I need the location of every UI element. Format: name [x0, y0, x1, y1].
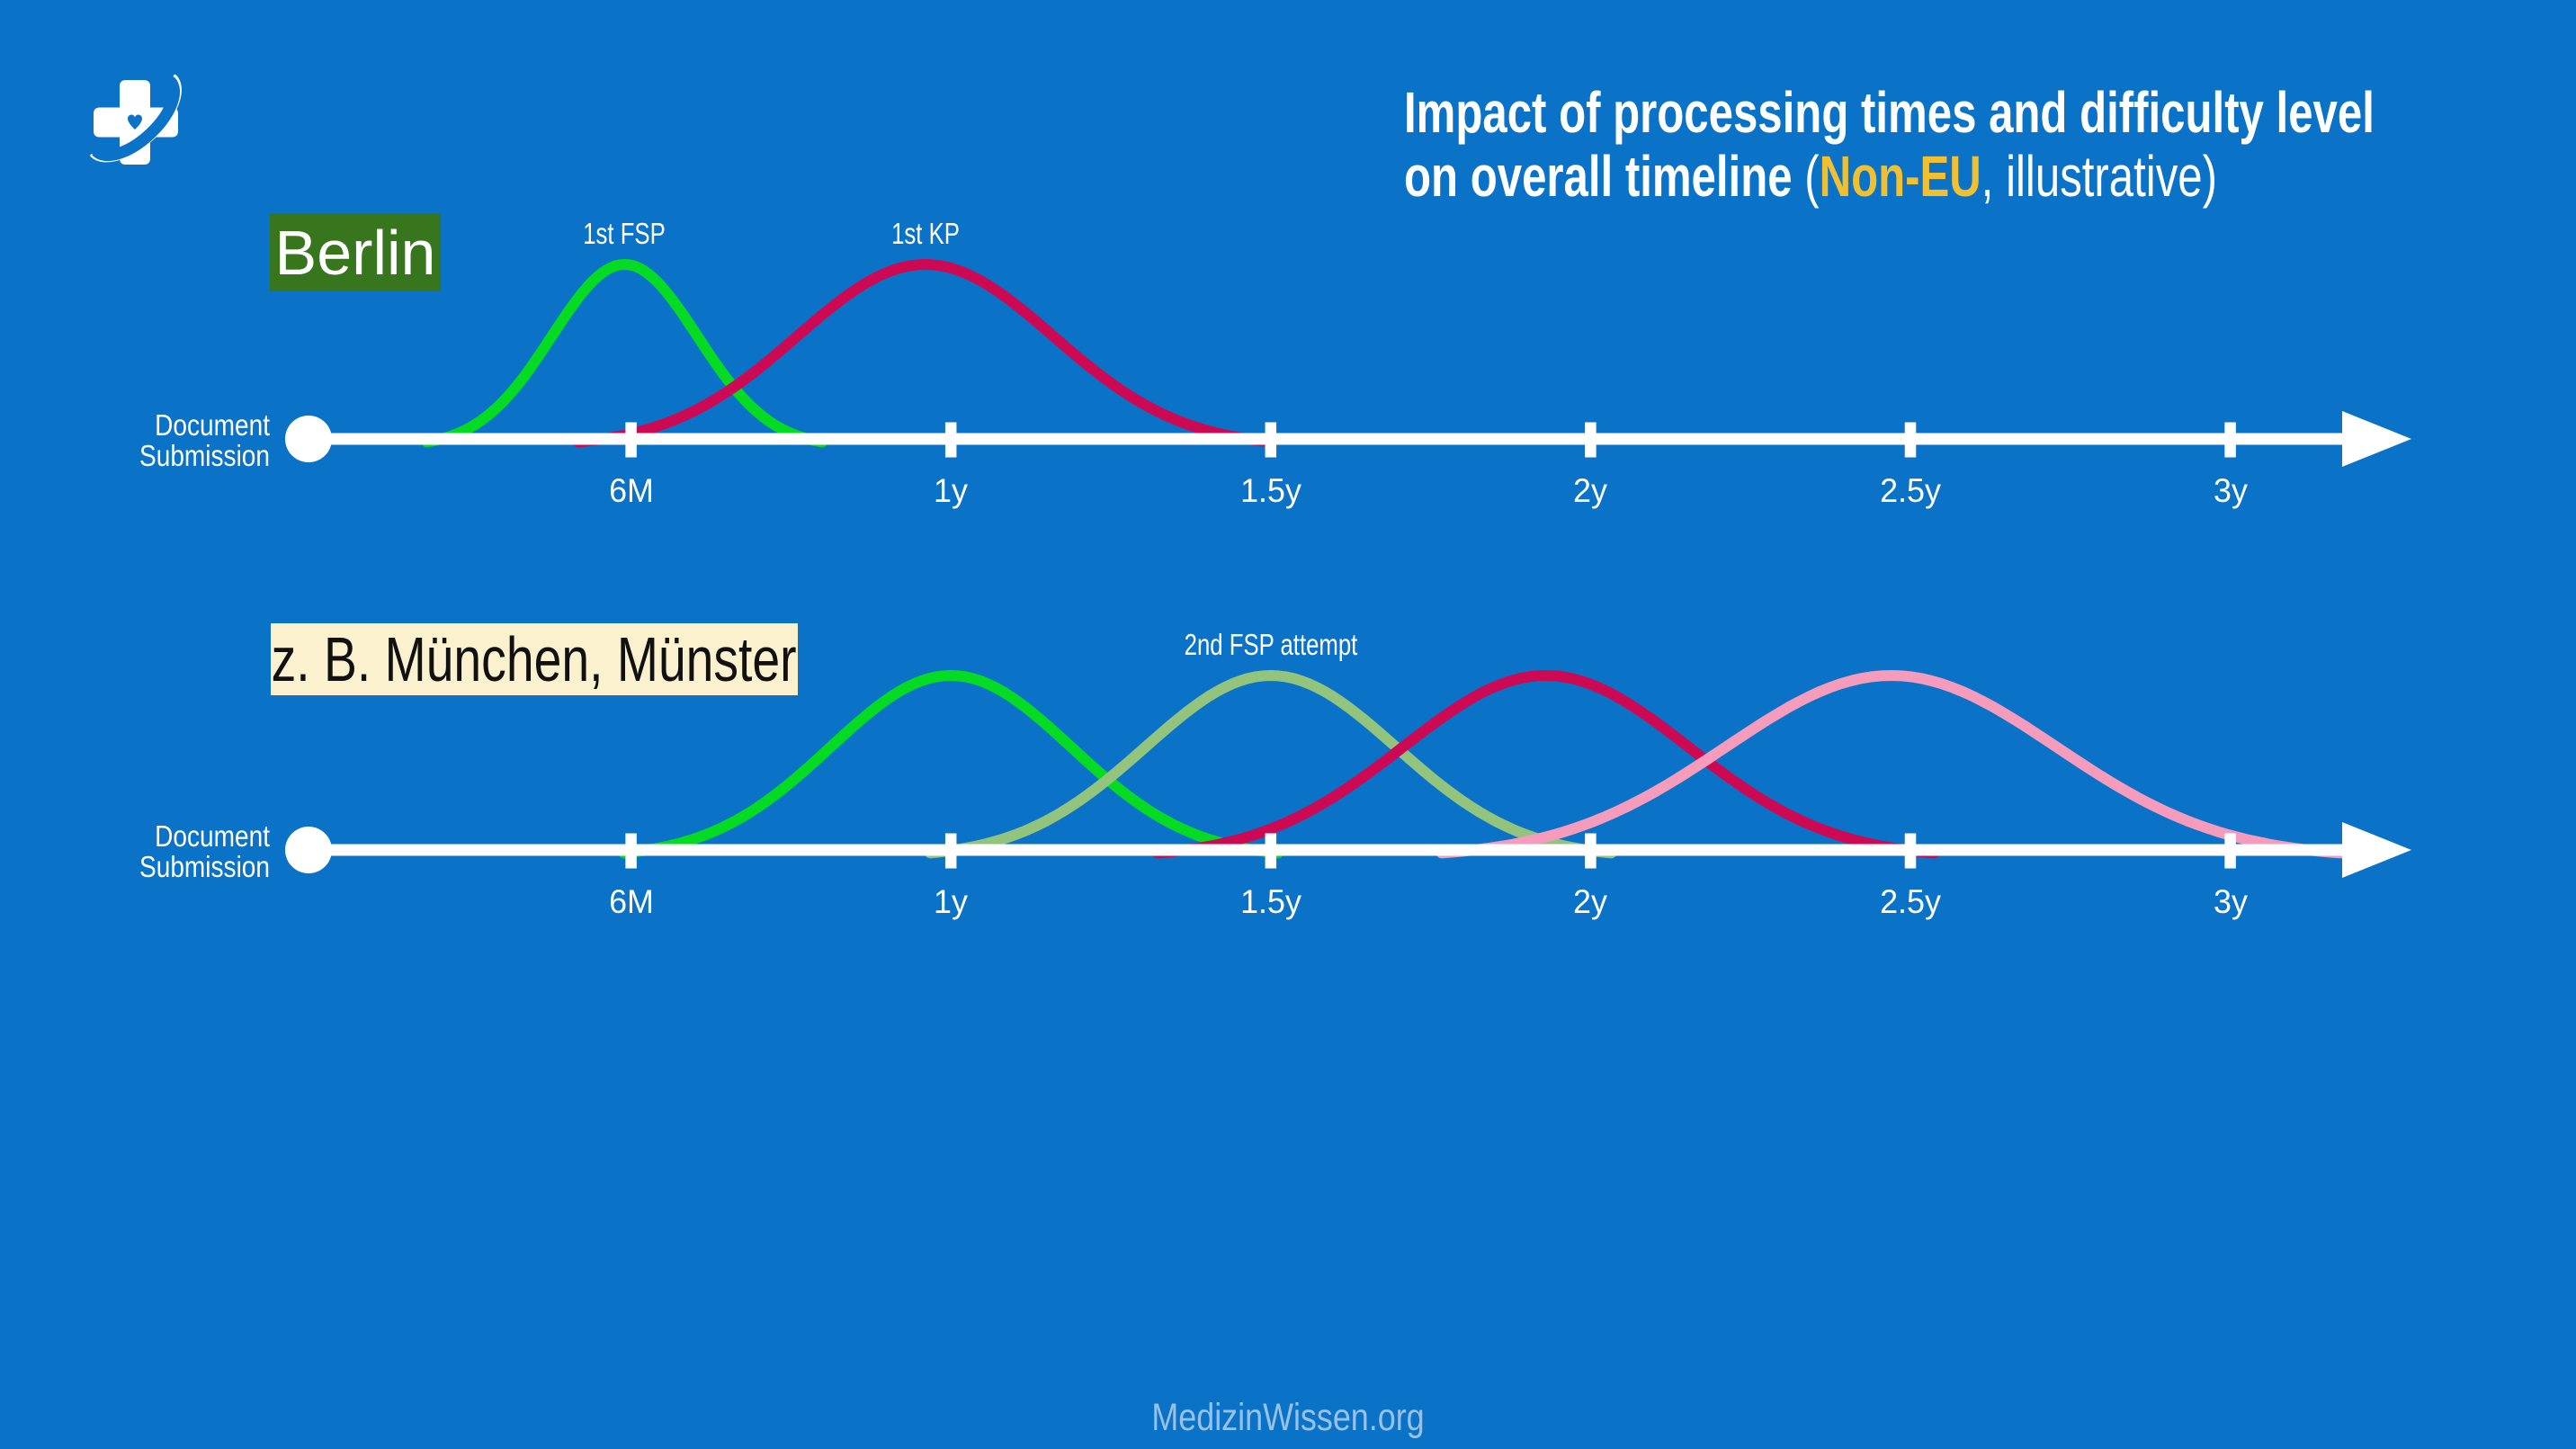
- tick-label-2y-row1: 2y: [1573, 883, 1608, 920]
- tick-label-3y-row1: 3y: [2213, 883, 2248, 920]
- title-line2-prefix: on overall timeline: [1404, 144, 1805, 209]
- title-highlight: Non-EU: [1819, 144, 1981, 209]
- axis-start-label-line: Document: [155, 408, 270, 442]
- footer-site-link[interactable]: MedizinWissen.org: [1151, 1396, 1425, 1439]
- tick-label-3y-row0: 3y: [2213, 472, 2248, 509]
- axis-tick: [944, 833, 957, 869]
- title-line2-paren: (: [1804, 144, 1820, 209]
- curve-label: 1st FSP: [583, 217, 666, 250]
- slide-title-line1: Impact of processing times and difficult…: [1404, 80, 2375, 145]
- axis-start-label-line: Document: [155, 819, 270, 853]
- axis-tick: [1585, 422, 1597, 458]
- tick-label-6m-row1: 6M: [608, 883, 654, 920]
- axis-tick: [1265, 833, 1277, 869]
- axis-tick: [1265, 422, 1277, 458]
- axis-tick: [1904, 422, 1917, 458]
- bell-curve: [572, 259, 1278, 448]
- curve-label: 1st KP: [890, 217, 960, 250]
- axis-start-label: Document Submission: [71, 821, 270, 882]
- axis-start-dot: [285, 827, 332, 873]
- zone-label-berlin: Berlin: [270, 213, 441, 291]
- timeline-axis: [309, 844, 2342, 856]
- axis-arrow-head: [2342, 822, 2411, 878]
- axis-start-label-line: Submission: [139, 850, 270, 883]
- bell-curve: [618, 670, 1284, 859]
- zone-label-text: z. B. München, Münster: [272, 624, 797, 694]
- axis-tick: [2224, 833, 2236, 869]
- tick-label-2.5y-row1: 2.5y: [1880, 883, 1941, 920]
- axis-tick: [2224, 422, 2236, 458]
- tick-label-2.5y-row0: 2.5y: [1880, 472, 1941, 509]
- title-line2-suffix: , illustrative): [1981, 144, 2217, 209]
- tick-label-1.5y-row0: 1.5y: [1239, 472, 1301, 509]
- zone-label-muenchen-muenster: z. B. München, Münster: [271, 623, 798, 695]
- tick-label-6m-row0: 6M: [608, 472, 654, 509]
- axis-tick: [625, 422, 637, 458]
- timeline-0: [285, 259, 2411, 467]
- slide-title: Impact of processing times and difficult…: [1404, 81, 2375, 209]
- bell-curve: [421, 259, 828, 448]
- slide-title-line2: on overall timeline (Non-EU, illustrativ…: [1404, 145, 2375, 209]
- timeline-1: [285, 670, 2411, 878]
- axis-arrow-head: [2342, 411, 2411, 467]
- zone-label-text: Berlin: [274, 217, 436, 288]
- axis-start-dot: [285, 416, 332, 462]
- tick-label-1y-row0: 1y: [934, 472, 969, 509]
- tick-label-1y-row1: 1y: [934, 883, 969, 920]
- axis-tick: [1585, 833, 1597, 869]
- axis-start-label-line: Submission: [139, 439, 270, 472]
- bell-curve: [1436, 670, 2347, 859]
- axis-tick: [1904, 833, 1917, 869]
- tick-label-2y-row0: 2y: [1573, 472, 1608, 509]
- curve-label: 2nd FSP attempt: [1184, 628, 1358, 661]
- bell-curve: [925, 670, 1617, 859]
- axis-tick: [944, 422, 957, 458]
- axis-tick: [625, 833, 637, 869]
- tick-label-1.5y-row1: 1.5y: [1239, 883, 1301, 920]
- bell-curve: [1151, 670, 1940, 859]
- axis-start-label: Document Submission: [71, 410, 270, 471]
- medical-cross-heart-swoosh-icon: [90, 74, 182, 165]
- timeline-axis: [309, 433, 2342, 445]
